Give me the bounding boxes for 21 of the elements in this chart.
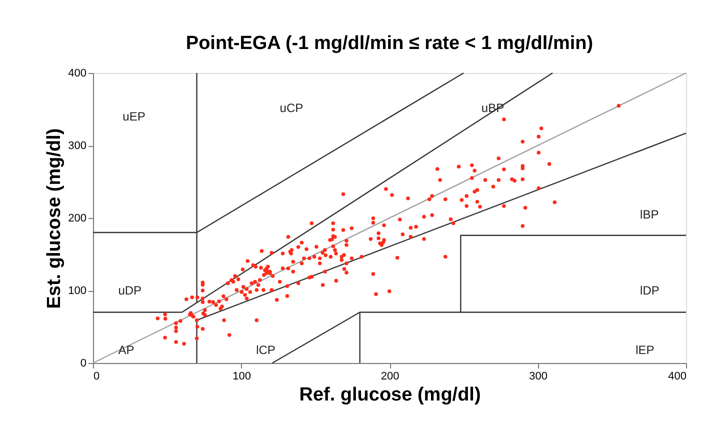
y-tick-label: 400	[68, 68, 86, 80]
x-tick-label: 100	[232, 370, 251, 382]
annotation: lCP	[256, 342, 276, 357]
annotation: AP	[118, 342, 134, 357]
x-tick-label: 400	[668, 370, 686, 382]
x-tick-label: 300	[529, 370, 548, 382]
y-axis-title: Est. glucose (mg/dl)	[44, 128, 66, 309]
annotation: uEP	[122, 110, 146, 124]
annotation: uDP	[118, 284, 142, 298]
y-tick-label: 300	[68, 140, 86, 152]
y-tick-label: 0	[80, 358, 86, 370]
x-tick-label: 0	[94, 370, 100, 382]
annotation: lBP	[640, 207, 659, 222]
annotation: lEP	[636, 342, 654, 357]
x-axis-title: Ref. glucose (mg/dl)	[299, 384, 481, 406]
y-tick-label: 200	[68, 212, 86, 224]
annotation: uCP	[280, 100, 304, 115]
x-tick-label: 200	[380, 370, 400, 382]
annotation: lDP	[640, 284, 660, 298]
y-tick-label: 100	[68, 285, 86, 297]
chart-title: Point-EGA (-1 mg/dl/min ≤ rate < 1 mg/dl/min)	[186, 33, 594, 54]
